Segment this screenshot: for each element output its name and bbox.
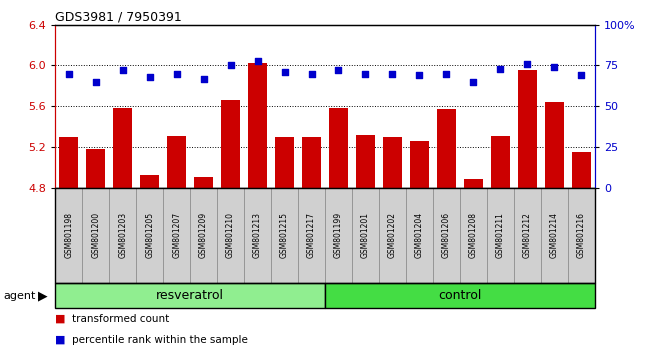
Bar <box>518 70 537 188</box>
Bar <box>356 135 375 188</box>
Bar <box>572 152 591 188</box>
Text: control: control <box>438 289 482 302</box>
Bar <box>545 102 564 188</box>
Point <box>576 73 586 78</box>
Text: GSM801210: GSM801210 <box>226 212 235 258</box>
Text: GSM801212: GSM801212 <box>523 212 532 258</box>
Point <box>280 69 290 75</box>
Point <box>90 79 101 85</box>
Text: GSM801205: GSM801205 <box>145 212 154 258</box>
Point <box>252 58 263 63</box>
Point <box>441 71 452 76</box>
Point <box>118 68 128 73</box>
Point <box>360 71 370 76</box>
Text: GSM801201: GSM801201 <box>361 212 370 258</box>
Bar <box>248 63 267 188</box>
Bar <box>194 177 213 188</box>
Text: GSM801214: GSM801214 <box>550 212 559 258</box>
Text: agent: agent <box>3 291 36 301</box>
Bar <box>410 141 429 188</box>
Text: GDS3981 / 7950391: GDS3981 / 7950391 <box>55 11 182 24</box>
Bar <box>437 109 456 188</box>
Point <box>522 61 532 67</box>
Point <box>333 68 344 73</box>
Point <box>306 71 317 76</box>
Bar <box>59 137 78 188</box>
Text: GSM801207: GSM801207 <box>172 212 181 258</box>
Point <box>549 64 560 70</box>
Text: GSM801216: GSM801216 <box>577 212 586 258</box>
Point <box>144 74 155 80</box>
Bar <box>491 136 510 188</box>
Bar <box>140 175 159 188</box>
Point <box>468 79 478 85</box>
Text: transformed count: transformed count <box>72 314 169 324</box>
Text: ■: ■ <box>55 335 66 345</box>
Text: resveratrol: resveratrol <box>156 289 224 302</box>
Text: GSM801208: GSM801208 <box>469 212 478 258</box>
Bar <box>113 108 132 188</box>
Bar <box>86 149 105 188</box>
Text: GSM801213: GSM801213 <box>253 212 262 258</box>
Point <box>172 71 182 76</box>
Bar <box>302 137 321 188</box>
Point <box>198 76 209 81</box>
Bar <box>275 137 294 188</box>
Text: GSM801215: GSM801215 <box>280 212 289 258</box>
Text: GSM801206: GSM801206 <box>442 212 451 258</box>
Point <box>226 63 236 68</box>
Text: ■: ■ <box>55 314 66 324</box>
Text: GSM801203: GSM801203 <box>118 212 127 258</box>
Text: GSM801211: GSM801211 <box>496 212 505 258</box>
Bar <box>329 108 348 188</box>
Text: GSM801217: GSM801217 <box>307 212 316 258</box>
Bar <box>221 100 240 188</box>
Bar <box>167 136 186 188</box>
Text: percentile rank within the sample: percentile rank within the sample <box>72 335 248 345</box>
Bar <box>464 179 483 188</box>
Text: GSM801200: GSM801200 <box>91 212 100 258</box>
Text: ▶: ▶ <box>38 289 47 302</box>
Point <box>414 73 424 78</box>
Text: GSM801204: GSM801204 <box>415 212 424 258</box>
Point <box>387 71 398 76</box>
Text: GSM801199: GSM801199 <box>334 212 343 258</box>
Point <box>64 71 74 76</box>
Text: GSM801202: GSM801202 <box>388 212 397 258</box>
Text: GSM801209: GSM801209 <box>199 212 208 258</box>
Bar <box>383 137 402 188</box>
Text: GSM801198: GSM801198 <box>64 212 73 258</box>
Point <box>495 66 506 72</box>
